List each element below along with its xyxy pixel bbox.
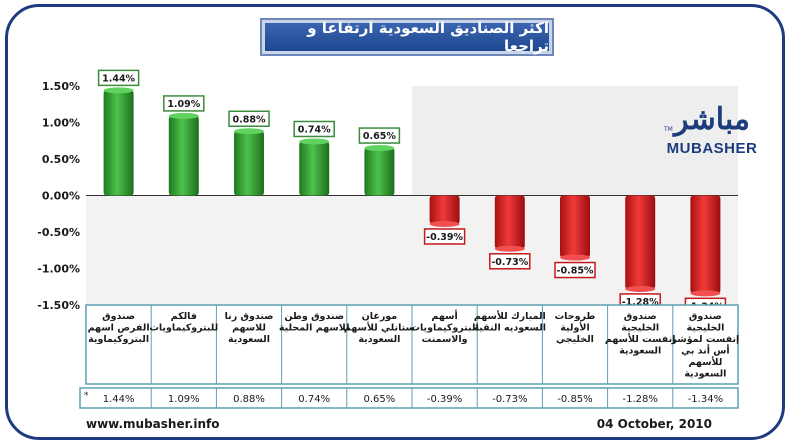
footer-website[interactable]: www.mubasher.info: [86, 417, 220, 431]
category-label: السعوديه النقية: [474, 323, 547, 334]
category-label: البتروكيماوية: [88, 334, 149, 345]
data-label: 1.44%: [102, 73, 135, 84]
category-label: الخليجية: [621, 323, 659, 334]
bar: [299, 141, 330, 196]
logo-arabic: مباشر: [674, 102, 750, 137]
category-label: الخليجي: [556, 334, 594, 345]
bar-cap: [690, 290, 721, 297]
value-cell: -1.28%: [623, 394, 658, 405]
bar-cap: [168, 112, 199, 119]
category-label: السعودية: [228, 334, 270, 345]
bar: [494, 195, 525, 249]
category-label: للاسهم المحلية: [279, 323, 350, 334]
bar: [625, 195, 656, 289]
value-table-marker: *: [84, 391, 89, 401]
data-label: -1.28%: [622, 297, 659, 308]
value-cell: 1.09%: [168, 394, 200, 405]
category-label: البتروكيماويات: [410, 323, 478, 334]
bar: [103, 90, 134, 196]
category-label: فالكم: [171, 311, 197, 322]
footer-date: 04 October, 2010: [596, 417, 712, 431]
data-label-box: [423, 228, 466, 245]
chart-title: اكثر الصناديق السعودية ارتفاعا و تراجعا: [262, 19, 552, 55]
bar-cap: [429, 220, 460, 227]
category-label: للاسهم: [232, 323, 266, 334]
value-cell: 0.74%: [298, 394, 330, 405]
value-cell: 0.65%: [364, 394, 396, 405]
y-tick-label: -1.50%: [37, 299, 80, 312]
category-label: المبارك للأسهم: [474, 310, 546, 322]
logo-english: MUBASHER: [666, 140, 758, 157]
bar-cap: [494, 245, 525, 252]
category-label: إنفست للأسهم: [605, 333, 676, 345]
value-cell: -0.39%: [427, 394, 462, 405]
y-tick-label: 0.00%: [42, 190, 80, 203]
data-label: 0.65%: [363, 131, 396, 142]
value-cell: 1.44%: [103, 394, 135, 405]
category-label: السعودية: [619, 346, 661, 357]
category-label: السعودية: [358, 334, 400, 345]
data-label: -0.39%: [426, 232, 463, 243]
y-tick-label: 1.50%: [42, 80, 80, 93]
bar-cap: [625, 285, 656, 292]
category-label: ستانلي للأسهم: [344, 322, 415, 334]
category-label: صندوق: [624, 311, 657, 322]
value-table: [79, 387, 739, 409]
data-label: -0.73%: [491, 257, 528, 268]
y-tick-label: -1.00%: [37, 263, 80, 276]
y-tick-label: 0.50%: [42, 153, 80, 166]
bar-cap: [299, 138, 330, 145]
category-label: للأسهم: [688, 356, 722, 368]
data-label-box: [228, 110, 270, 128]
data-label-box: [97, 69, 140, 87]
bar-cap: [103, 87, 134, 94]
data-label: 0.88%: [233, 114, 266, 125]
bar: [168, 115, 199, 196]
data-label-box: [554, 261, 596, 279]
value-cell: 0.88%: [233, 394, 265, 405]
category-label: السعودية: [684, 369, 726, 380]
data-label: 1.09%: [167, 99, 200, 110]
value-cell: -1.34%: [688, 394, 723, 405]
bar: [429, 195, 460, 224]
category-label: صندوق: [102, 311, 135, 322]
value-cell: -0.73%: [492, 394, 527, 405]
category-label: للبتروكيماويات: [149, 323, 218, 334]
data-label: -0.85%: [557, 266, 594, 277]
category-label: إنفست لمؤشر: [670, 334, 739, 345]
category-label: الفرص اسهم: [88, 323, 150, 334]
category-label: طروحات: [555, 311, 596, 322]
data-label-box: [489, 253, 531, 270]
bar: [364, 148, 395, 196]
category-label: مورغان: [362, 311, 398, 322]
category-label: والاسمنت: [422, 334, 468, 345]
category-label: صندوق رنا: [225, 311, 274, 322]
category-label: صندوق: [689, 311, 722, 322]
value-cell: -0.85%: [557, 394, 592, 405]
bar-cap: [560, 254, 590, 261]
y-tick-label: -0.50%: [37, 226, 80, 239]
data-label: 0.74%: [298, 124, 331, 135]
bar: [560, 195, 590, 258]
data-label-box: [358, 127, 401, 144]
data-label-box: [163, 95, 205, 112]
bar: [690, 195, 721, 294]
category-label: أسهم: [431, 309, 457, 322]
data-label-box: [293, 120, 335, 138]
category-label: أس أند بي: [681, 344, 729, 357]
bar-cap: [234, 128, 264, 135]
logo-trademark: TM: [664, 126, 673, 133]
category-label: الخليجية: [686, 323, 724, 334]
y-tick-label: 1.00%: [42, 117, 80, 130]
plot-background-upper: [412, 86, 738, 196]
bar-cap: [364, 145, 395, 152]
mubasher-logo: مباشر TM MUBASHER: [664, 100, 760, 168]
category-label: الأولية: [560, 322, 589, 334]
bar: [234, 131, 264, 196]
category-label: صندوق وطن: [284, 311, 344, 322]
